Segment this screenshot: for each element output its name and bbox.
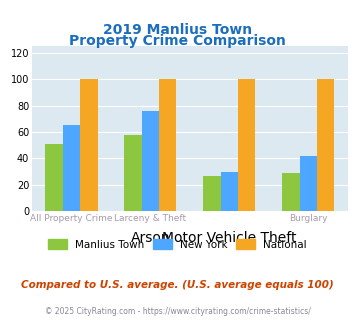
Bar (159, 79, 176, 211)
Bar (317, 79, 334, 211)
Bar (300, 156, 317, 211)
Text: Property Crime Comparison: Property Crime Comparison (69, 34, 286, 48)
Bar (282, 173, 300, 211)
Text: 2019 Manlius Town: 2019 Manlius Town (103, 23, 252, 37)
Bar (142, 111, 159, 211)
Bar (45, 144, 63, 211)
Bar (203, 176, 221, 211)
Bar (80, 79, 98, 211)
Bar (238, 79, 256, 211)
Legend: Manlius Town, New York, National: Manlius Town, New York, National (44, 235, 311, 254)
Text: © 2025 CityRating.com - https://www.cityrating.com/crime-statistics/: © 2025 CityRating.com - https://www.city… (45, 307, 310, 316)
Bar (124, 135, 142, 211)
Bar (63, 125, 80, 211)
Bar (221, 172, 238, 211)
Text: Compared to U.S. average. (U.S. average equals 100): Compared to U.S. average. (U.S. average … (21, 280, 334, 290)
